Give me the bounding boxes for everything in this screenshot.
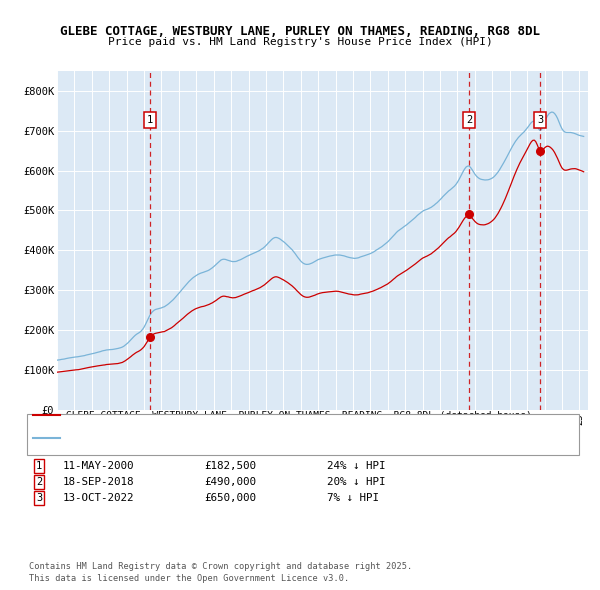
Text: 2: 2: [466, 115, 472, 125]
Text: Price paid vs. HM Land Registry's House Price Index (HPI): Price paid vs. HM Land Registry's House …: [107, 37, 493, 47]
Text: Contains HM Land Registry data © Crown copyright and database right 2025.
This d: Contains HM Land Registry data © Crown c…: [29, 562, 412, 583]
Text: 20% ↓ HPI: 20% ↓ HPI: [327, 477, 386, 487]
Text: 1: 1: [36, 461, 42, 471]
Text: 3: 3: [36, 493, 42, 503]
Text: £182,500: £182,500: [204, 461, 256, 471]
Text: 3: 3: [537, 115, 543, 125]
Text: 13-OCT-2022: 13-OCT-2022: [63, 493, 134, 503]
Text: £490,000: £490,000: [204, 477, 256, 487]
Text: 24% ↓ HPI: 24% ↓ HPI: [327, 461, 386, 471]
Text: GLEBE COTTAGE, WESTBURY LANE, PURLEY ON THAMES, READING, RG8 8DL: GLEBE COTTAGE, WESTBURY LANE, PURLEY ON …: [60, 25, 540, 38]
Text: HPI: Average price, detached house, West Berkshire: HPI: Average price, detached house, West…: [66, 433, 353, 442]
Text: 2: 2: [36, 477, 42, 487]
Text: GLEBE COTTAGE, WESTBURY LANE, PURLEY ON THAMES, READING, RG8 8DL (detached house: GLEBE COTTAGE, WESTBURY LANE, PURLEY ON …: [66, 411, 532, 420]
Text: 7% ↓ HPI: 7% ↓ HPI: [327, 493, 379, 503]
Text: 11-MAY-2000: 11-MAY-2000: [63, 461, 134, 471]
Text: 18-SEP-2018: 18-SEP-2018: [63, 477, 134, 487]
Text: 1: 1: [146, 115, 153, 125]
Text: £650,000: £650,000: [204, 493, 256, 503]
